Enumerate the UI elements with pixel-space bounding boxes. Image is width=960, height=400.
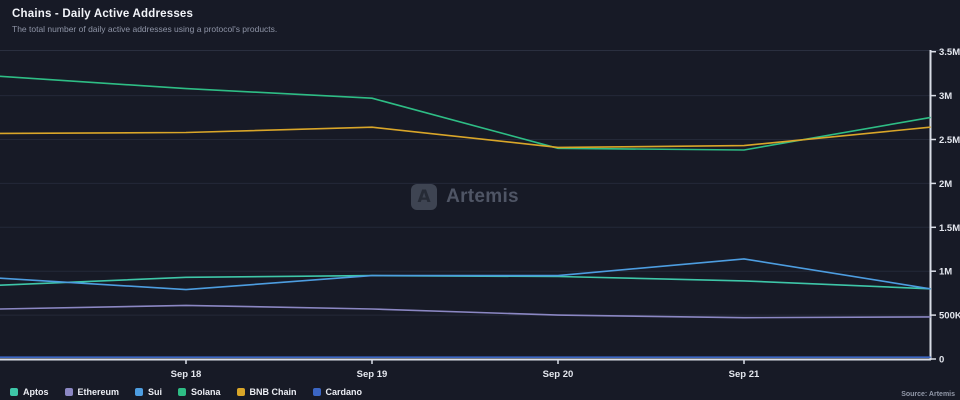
legend-item-bnb-chain[interactable]: BNB Chain: [236, 387, 297, 397]
series-line-ethereum: [0, 304, 931, 319]
legend-item-solana[interactable]: Solana: [178, 387, 221, 397]
source-note: Source: Artemis: [901, 391, 955, 398]
legend-label: Solana: [191, 387, 221, 397]
legend-swatch-icon: [135, 388, 144, 396]
header-divider: [0, 50, 960, 51]
x-axis-label: Sep 21: [729, 369, 760, 380]
legend-label: Cardano: [325, 387, 363, 397]
legend-swatch-icon: [64, 388, 73, 396]
legend-label: Ethereum: [77, 387, 120, 397]
y-axis-label: 500K: [939, 311, 960, 322]
x-axis-label: Sep 20: [543, 369, 574, 380]
legend-swatch-icon: [236, 388, 245, 396]
legend-swatch-icon: [10, 388, 18, 396]
legend-item-aptos[interactable]: Aptos: [10, 387, 49, 397]
legend-label: BNB Chain: [249, 387, 297, 397]
series-line-solana: [0, 75, 931, 151]
x-axis-label: Sep 19: [357, 369, 388, 380]
chart-header: Chains - Daily Active Addresses The tota…: [12, 8, 277, 34]
legend-label: Sui: [148, 387, 163, 397]
x-axis-label: Sep 18: [171, 369, 202, 380]
legend-label: Aptos: [23, 387, 49, 397]
legend-swatch-icon: [178, 388, 187, 396]
legend: Aptos Ethereum Sui Solana BNB Chain Cardano: [10, 387, 362, 397]
series-line-sui: [0, 258, 931, 291]
y-axis-label: 1M: [939, 267, 952, 278]
y-axis-label: 2M: [939, 179, 952, 190]
y-axis-label: 3M: [939, 91, 952, 102]
y-axis-label: 1.5M: [939, 223, 960, 234]
y-axis-label: 2.5M: [939, 135, 960, 146]
legend-item-sui[interactable]: Sui: [135, 387, 162, 397]
legend-swatch-icon: [312, 388, 321, 396]
legend-item-cardano[interactable]: Cardano: [312, 387, 363, 397]
series-line-bnb-chain: [0, 126, 931, 149]
chart-subtitle: The total number of daily active address…: [12, 24, 278, 34]
legend-item-ethereum[interactable]: Ethereum: [64, 387, 120, 397]
y-axis-label: 3.5M: [939, 47, 960, 58]
chart-title: Chains - Daily Active Addresses: [12, 8, 194, 20]
y-axis-label: 0: [939, 355, 944, 366]
